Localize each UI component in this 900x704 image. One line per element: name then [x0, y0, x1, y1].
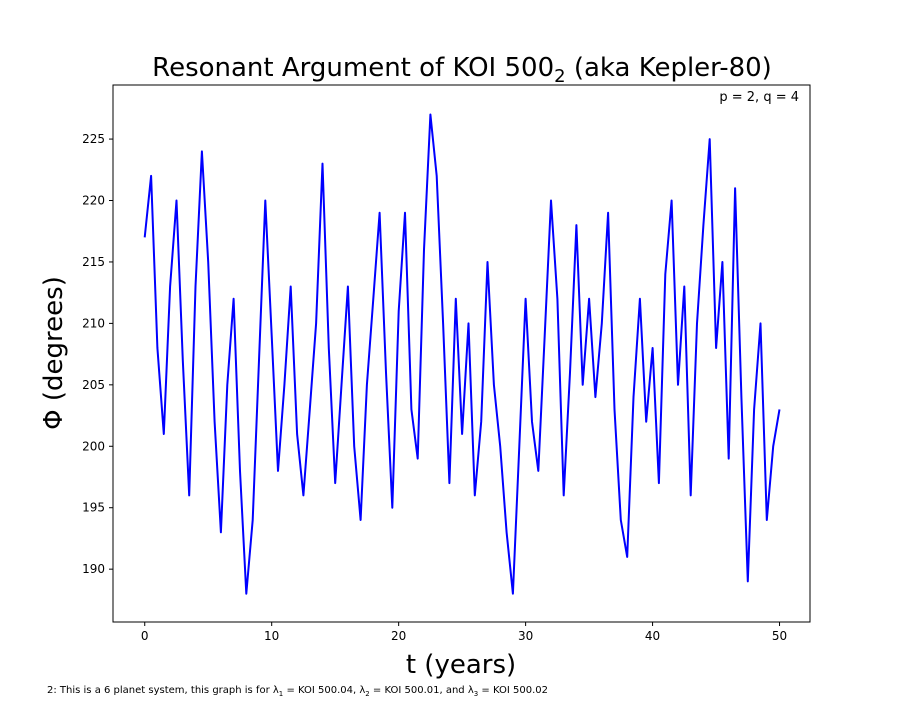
footnote-subscript: 2	[365, 690, 369, 698]
y-tick-label: 210	[82, 316, 105, 330]
x-tick-label: 20	[391, 629, 406, 643]
data-line	[143, 113, 781, 595]
y-tick-label: 200	[82, 439, 105, 453]
footnote-subscript: 1	[279, 690, 283, 698]
footnote-text: = KOI 500.02	[478, 685, 548, 696]
y-tick-label: 215	[82, 255, 105, 269]
y-tick-label: 220	[82, 194, 105, 208]
y-tick-label: 205	[82, 378, 105, 392]
annotation: p = 2, q = 4	[719, 90, 799, 105]
y-axis-label: Φ (degrees)	[39, 276, 69, 430]
x-tick-label: 0	[141, 629, 149, 643]
footnote-subscript: 3	[474, 690, 478, 698]
x-tick-label: 50	[772, 629, 787, 643]
x-axis-label: t (years)	[406, 650, 516, 680]
x-tick-label: 30	[518, 629, 533, 643]
plot-frame	[112, 84, 811, 623]
title-suffix: (aka Kepler-80)	[566, 53, 772, 83]
x-tick-label: 40	[645, 629, 660, 643]
footnote-text: 2: This is a 6 planet system, this graph…	[47, 685, 279, 696]
x-tick-label: 10	[264, 629, 279, 643]
chart-title: Resonant Argument of KOI 5002 (aka Keple…	[152, 53, 772, 87]
footnote-text: = KOI 500.04, λ	[283, 685, 365, 696]
footnote: 2: This is a 6 planet system, this graph…	[47, 685, 548, 698]
y-tick-label: 190	[82, 562, 105, 576]
footnote-text: = KOI 500.01, and λ	[370, 685, 474, 696]
y-tick-label: 225	[82, 132, 105, 146]
title-subscript: 2	[554, 66, 565, 87]
title-main: Resonant Argument of KOI 500	[152, 53, 554, 83]
y-tick-label: 195	[82, 501, 105, 515]
